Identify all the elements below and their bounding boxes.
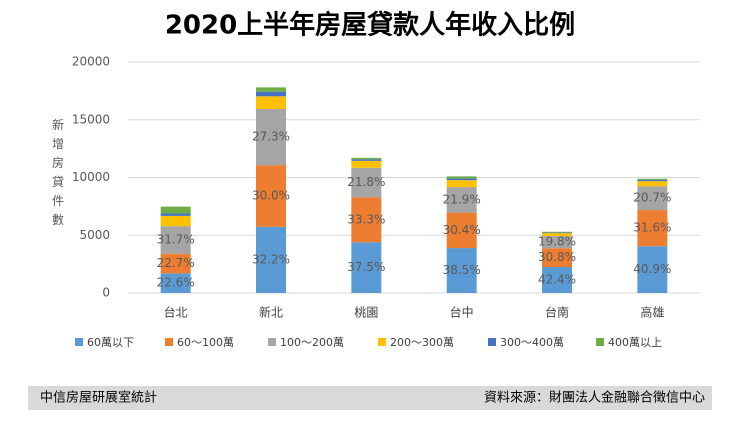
bar-segment [351,197,382,243]
footer-band [28,386,712,410]
legend-label: 100～200萬 [280,336,344,349]
y-tick-label: 0 [102,286,110,300]
bar-segment [542,248,572,268]
share-label: 22.7% [157,256,195,270]
legend-swatch [596,338,604,346]
share-label: 19.8% [538,235,576,249]
bar-segment [160,213,191,216]
bar-segment [256,109,286,166]
legend-label: 400萬以上 [608,336,662,349]
y-axis-label: 新增房貸件數 [52,117,64,227]
x-tick-label: 新北 [259,305,283,320]
bar-segment [351,167,382,198]
y-tick-label: 15000 [72,112,110,126]
bar-segment [446,212,477,249]
share-label: 22.6% [157,276,195,290]
share-label: 31.6% [633,221,671,235]
legend-label: 300～400萬 [500,336,564,349]
x-tick-label: 台中 [450,305,474,320]
share-label: 37.5% [347,260,385,274]
bar-segment [542,231,572,233]
bar-segment [160,226,191,254]
legend-swatch [378,338,386,346]
bar-segment [446,176,477,179]
bar-segment [351,157,382,160]
bar-segment [542,232,572,234]
share-label: 40.9% [633,262,671,276]
y-tick-label: 10000 [72,170,110,184]
bar-segment [256,87,286,92]
x-tick-label: 高雄 [640,305,664,320]
bar-segment [542,267,572,293]
share-label: 33.3% [347,212,385,226]
bar-segment [637,246,668,293]
share-label: 30.4% [443,223,481,237]
x-tick-label: 台北 [164,305,188,320]
share-label: 21.8% [347,175,385,189]
bar-segment [637,181,668,187]
y-tick-label: 20000 [72,55,110,69]
legend-label: 200～300萬 [390,336,454,349]
bar-segment [542,233,572,237]
bar-segment [256,91,286,97]
bar-segment [637,178,668,180]
share-label: 21.9% [443,192,481,206]
footer-right: 資料來源：財團法人金融聯合徵信中心 [484,390,705,406]
share-label: 30.8% [538,250,576,264]
bar-segment [351,242,382,293]
bar-segment [351,160,382,168]
share-label: 27.3% [252,130,290,144]
x-tick-label: 桃園 [354,305,378,320]
bar-segment [256,226,286,293]
chart-title: 2020上半年房屋貸款人年收入比例 [165,10,575,41]
bar-segment [446,187,477,213]
legend-swatch [268,338,276,346]
bar-segment [256,165,286,227]
legend-label: 60萬以下 [87,336,134,349]
bar-segment [637,186,668,211]
share-label: 38.5% [443,263,481,277]
bar-segment [446,178,477,181]
bar-segment [160,273,191,293]
share-label: 42.4% [538,273,576,287]
bar-segment [160,206,191,214]
share-label: 30.0% [252,188,290,202]
legend-swatch [75,338,83,346]
bar-segment [446,180,477,188]
legend-swatch [165,338,173,346]
footer-left: 中信房屋研展室統計 [40,390,157,406]
bar-segment [160,215,191,227]
bar-segment [637,210,668,247]
bar-segment [351,159,382,161]
legend-label: 60～100萬 [177,336,234,349]
legend-swatch [488,338,496,346]
bar-segment [256,96,286,110]
x-tick-label: 台南 [545,305,569,320]
share-label: 32.2% [252,252,290,266]
bar-segment [637,179,668,182]
bar-segment [160,253,191,274]
bar-segment [542,236,572,249]
share-label: 31.7% [157,232,195,246]
y-tick-label: 5000 [79,228,110,242]
bar-segment [446,248,477,293]
share-label: 20.7% [633,191,671,205]
